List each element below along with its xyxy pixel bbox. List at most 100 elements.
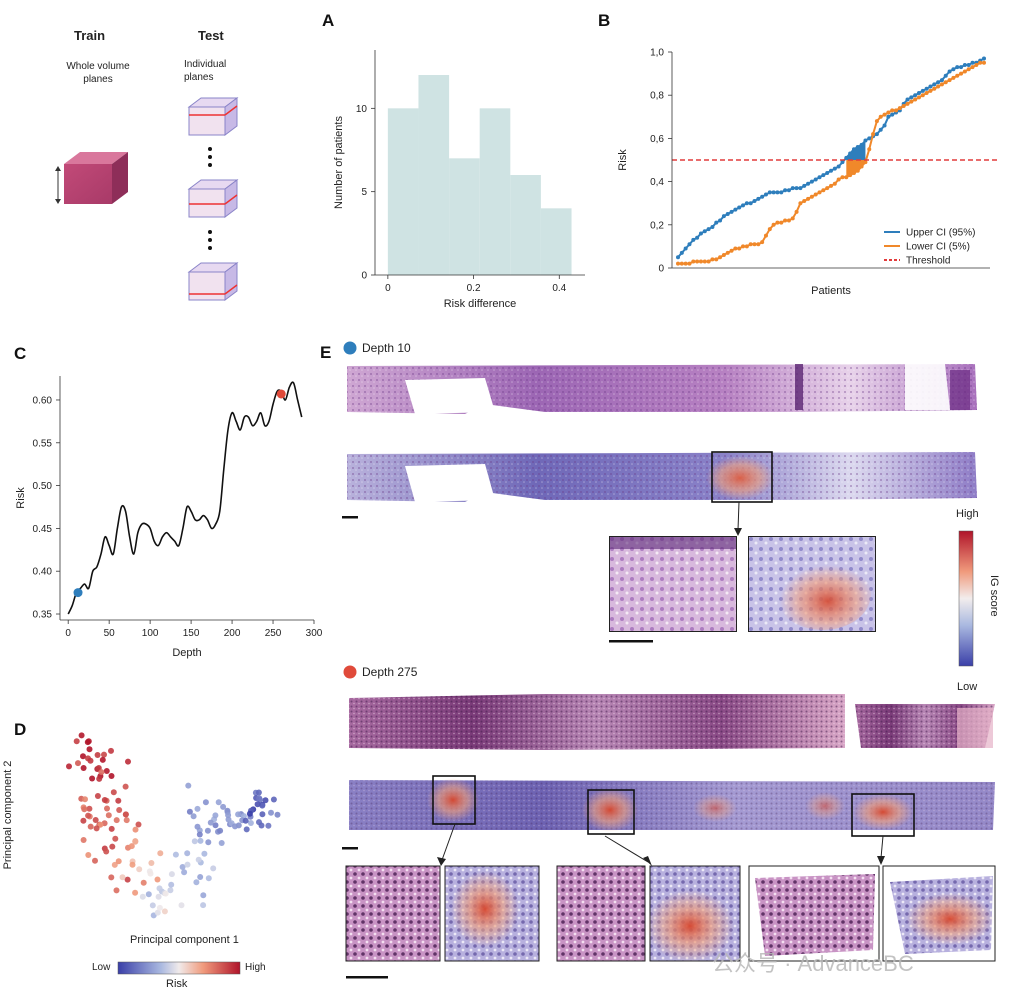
y-axis-label: Risk [617,149,629,171]
pca-point [168,871,175,878]
pca-point [184,861,191,868]
upper-ci-point [890,112,895,117]
y-tick-label: 10 [356,104,368,115]
lower-ci-point [718,255,723,260]
upper-ci-point [924,86,929,91]
pca-point [97,821,104,828]
pca-point [179,864,186,870]
lower-ci-point [733,246,738,251]
pca-point [128,843,135,850]
pca-point [194,823,201,830]
upper-ci-point [710,224,715,229]
lower-ci-point [760,240,765,245]
upper-ci-point [821,173,826,178]
pca-point [172,851,179,858]
lower-ci-point [806,196,811,201]
upper-ci-point [756,196,761,201]
upper-ci-point [798,186,803,191]
pca-point [195,856,202,863]
lower-ci-point [691,259,696,264]
pca-point [184,850,191,857]
panel-label-e: E [320,343,332,362]
lower-ci-point [687,261,692,266]
depth-275-label: Depth 275 [362,665,418,679]
upper-ci-point [714,220,719,225]
x-axis-label: Patients [811,285,851,297]
ellipsis-dots-1 [208,147,212,167]
pca-point [122,811,129,818]
legend-label: Lower CI (5%) [906,242,970,253]
lower-ci-point [897,106,902,111]
pca-point [80,765,87,771]
hist-bar [418,75,450,275]
x-tick-label: 0 [65,628,71,639]
pca-point [148,860,155,866]
pca-point [259,802,266,809]
pca-point [168,881,175,888]
pca-point [262,797,269,804]
pca-point [135,821,142,828]
train-subtitle: Whole volume planes [66,61,130,85]
lower-ci-point [741,244,746,249]
pca-point [205,875,212,882]
lower-ci-point [698,259,703,264]
pca-point [129,861,136,868]
pca-point [197,837,204,844]
pca-point [124,876,131,883]
pca-point [122,783,129,790]
x-tick-label: 150 [183,628,200,639]
lower-ci-point [836,177,841,182]
pca-point [156,885,163,892]
upper-ci-point [848,151,853,156]
x-tick-label: 0.2 [467,283,481,294]
upper-ci-point [744,201,749,206]
lower-ci-point [710,257,715,262]
hist-bar [479,108,511,275]
pca-point [254,801,261,808]
pca-point [101,751,107,758]
pca-point [212,812,219,819]
ig-colorbar-low: Low [957,681,978,693]
y-tick-label: 0 [658,264,664,275]
lower-ci-point [695,259,700,264]
upper-ci-point [825,170,830,175]
pca-point [75,760,81,767]
test-plane-slab-2 [187,179,239,218]
lower-ci-point [825,186,830,191]
lower-ci-point [840,175,845,180]
scale-bar-1 [342,516,358,519]
lower-ci-point [817,190,822,195]
pca-point [82,796,88,803]
lower-ci-point [924,91,929,96]
lower-ci-point [894,108,899,113]
pca-point [207,819,214,826]
upper-ci-point [706,227,711,232]
pca-point [210,865,217,872]
risk-colorbar-low: Low [92,962,111,973]
upper-ci-point [936,80,941,85]
depth-10-zoom-arrow [734,501,742,536]
pca-point [86,746,93,753]
pca-point [190,813,197,820]
pca-point [186,808,193,815]
upper-ci-point [695,235,700,240]
lower-ci-point [794,209,799,214]
lower-ci-point [943,80,948,85]
upper-ci-point [867,136,872,141]
upper-ci-point [851,147,856,152]
pca-point [145,891,152,898]
lower-ci-point [874,119,879,124]
lower-ci-point [721,253,726,258]
pca-point [89,775,96,782]
pca-point [178,902,185,909]
upper-ci-point [836,164,841,169]
pca-point [246,810,253,817]
pca-point [157,850,164,857]
x-tick-label: 100 [142,628,159,639]
depth-10-label: Depth 10 [362,341,411,355]
pca-point [73,738,80,745]
pca-xlabel: Principal component 1 [130,934,239,946]
pca-point [204,827,211,834]
depth-275-point [276,389,286,399]
upper-ci-point [741,203,746,208]
